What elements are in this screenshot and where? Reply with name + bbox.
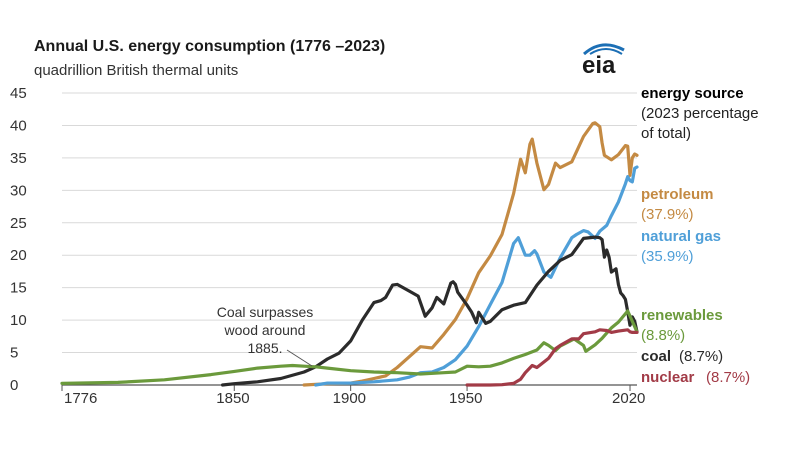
y-tick-label-25: 25 (10, 215, 27, 232)
legend-heading: energy source (2023 percentage of total) (641, 85, 759, 142)
legend-subtitle-line-1: (2023 percentage (641, 105, 759, 122)
y-tick-label-10: 10 (10, 312, 27, 329)
y-tick-label-0: 0 (10, 377, 18, 394)
legend-subtitle-line-2: of total) (641, 125, 691, 142)
label-coal-share: (8.7%) (679, 348, 723, 365)
label-nuclear-name: nuclear (641, 369, 695, 386)
legend-title: energy source (641, 85, 744, 102)
annotation-line-3: 1885. (247, 340, 282, 356)
series-label-renewables: renewables (8.8%) (641, 307, 723, 344)
series-line-coal (221, 235, 639, 387)
label-natural-gas-name: natural gas (641, 228, 721, 245)
label-renewables-name: renewables (641, 307, 723, 324)
annotation-coal-surpasses-wood: Coal surpasses wood around 1885. (217, 304, 314, 367)
series-line-petroleum (302, 121, 639, 387)
chart-title: Annual U.S. energy consumption (1776 –20… (34, 38, 386, 55)
y-tick-label-45: 45 (10, 85, 27, 102)
eia-logo-icon: eia (582, 43, 625, 78)
y-tick-label-30: 30 (10, 182, 27, 199)
x-tick-label-1900: 1900 (333, 390, 366, 407)
series-lines (60, 121, 639, 387)
series-label-natural-gas: natural gas (35.9%) (641, 228, 721, 265)
annotation-line-2: wood around (224, 322, 306, 338)
y-axis-ticks: 0 5 10 15 20 25 30 35 40 45 (10, 85, 27, 394)
series-line-nuclear (465, 328, 639, 387)
y-tick-label-15: 15 (10, 280, 27, 297)
grid-lines (62, 92, 637, 354)
x-tick-label-2020: 2020 (612, 390, 645, 407)
label-petroleum-share: (37.9%) (641, 206, 694, 223)
x-tick-label-1776: 1776 (64, 390, 97, 407)
label-nuclear-share: (8.7%) (706, 369, 750, 386)
x-tick-label-1950: 1950 (449, 390, 482, 407)
series-label-nuclear: nuclear (8.7%) (641, 369, 750, 386)
series-label-coal: coal (8.7%) (641, 348, 723, 365)
annotation-line-1: Coal surpasses (217, 304, 314, 320)
y-tick-label-20: 20 (10, 247, 27, 264)
x-tick-label-1850: 1850 (216, 390, 249, 407)
y-tick-label-40: 40 (10, 117, 27, 134)
y-tick-label-5: 5 (10, 345, 18, 362)
label-natural-gas-share: (35.9%) (641, 248, 694, 265)
annotation-pointer (286, 349, 313, 367)
series-line-renewables (60, 309, 639, 385)
label-coal-name: coal (641, 348, 671, 365)
label-renewables-share: (8.8%) (641, 327, 685, 344)
y-tick-label-35: 35 (10, 150, 27, 167)
x-axis-ticks: 1776 1850 1900 1950 2020 (61, 385, 645, 407)
logo-text: eia (582, 52, 616, 78)
label-petroleum-name: petroleum (641, 186, 714, 203)
chart-subtitle: quadrillion British thermal units (34, 62, 239, 79)
series-label-petroleum: petroleum (37.9%) (641, 186, 714, 223)
